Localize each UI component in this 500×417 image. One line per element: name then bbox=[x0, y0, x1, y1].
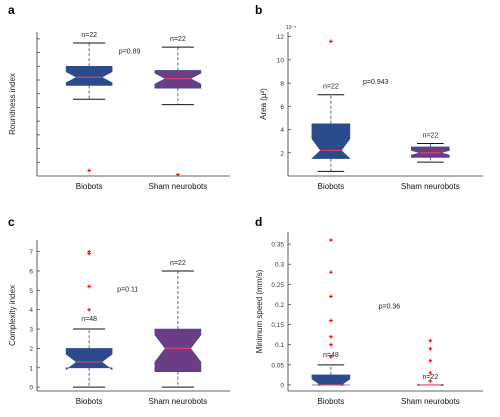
x-category-label: Biobots bbox=[76, 397, 103, 406]
outlier-marker bbox=[329, 354, 333, 359]
outlier-marker bbox=[428, 359, 433, 363]
n-label: n=22 bbox=[422, 374, 438, 381]
outlier-marker bbox=[329, 318, 333, 323]
box-body bbox=[65, 65, 113, 86]
y-tick-label: 0.3 bbox=[275, 262, 284, 269]
x-category-label: Sham neurobots bbox=[401, 182, 460, 191]
box-body bbox=[154, 70, 202, 89]
y-tick-label: 0.05 bbox=[271, 362, 284, 369]
y-tick-label: 6 bbox=[29, 268, 33, 275]
n-label: n=22 bbox=[323, 84, 339, 91]
outlier-marker bbox=[87, 307, 91, 312]
outlier-marker bbox=[329, 334, 333, 339]
box-biobots: n=48 bbox=[311, 238, 351, 386]
x-category-label: Biobots bbox=[76, 182, 103, 191]
outlier-marker bbox=[329, 270, 333, 275]
box-biobots: n=22 bbox=[311, 39, 351, 172]
y-axis-label: Minimum speed (mm/s) bbox=[255, 269, 264, 353]
y-tick-label: 5 bbox=[29, 288, 33, 295]
x-category-label: Biobots bbox=[318, 397, 345, 406]
panel-label: c bbox=[8, 215, 15, 229]
y-exponent-label: 10⁻⁶ bbox=[286, 25, 296, 31]
y-axis-label: Roundness index bbox=[8, 73, 17, 135]
y-tick-label: 0.25 bbox=[271, 282, 284, 289]
y-tick-label: 12 bbox=[277, 34, 285, 41]
y-tick-label: 2 bbox=[29, 346, 33, 353]
y-tick-label: 4 bbox=[280, 127, 284, 134]
box-body bbox=[311, 374, 351, 386]
outlier-marker bbox=[87, 249, 91, 254]
box-sham-neurobots: n=22 bbox=[411, 132, 450, 163]
outlier-marker bbox=[428, 338, 433, 343]
outlier-marker bbox=[87, 284, 91, 289]
p-value-label: p=0.36 bbox=[379, 303, 401, 310]
p-value-label: p=0.943 bbox=[363, 79, 389, 86]
panel-label: d bbox=[255, 215, 262, 229]
y-tick-label: 7 bbox=[29, 249, 33, 256]
box-body bbox=[154, 328, 202, 372]
y-tick-label: 2 bbox=[280, 150, 284, 157]
y-axis-label: Complexity index bbox=[8, 285, 17, 346]
n-label: n=22 bbox=[170, 36, 186, 43]
box-sham-neurobots: n=22 bbox=[154, 260, 202, 388]
n-label: n=22 bbox=[81, 32, 97, 39]
outlier-marker bbox=[428, 346, 433, 351]
box-biobots: n=48 bbox=[65, 249, 113, 388]
y-tick-label: 10 bbox=[277, 57, 285, 64]
n-label: n=22 bbox=[422, 132, 438, 139]
n-label: n=48 bbox=[323, 352, 339, 359]
y-tick-label: 6 bbox=[280, 104, 284, 111]
outlier-marker bbox=[176, 172, 180, 177]
box-sham-neurobots: n=22 bbox=[417, 338, 444, 386]
y-tick-label: 1 bbox=[29, 365, 33, 372]
y-tick-label: 4 bbox=[29, 307, 33, 314]
y-tick-label: 0.35 bbox=[271, 242, 284, 249]
y-tick-label: 0 bbox=[29, 385, 33, 392]
box-body bbox=[311, 123, 351, 159]
outlier-marker bbox=[329, 238, 333, 242]
y-axis-label: Area (μ²) bbox=[259, 88, 268, 120]
panel-label: b bbox=[255, 3, 262, 17]
box-body bbox=[65, 348, 113, 371]
p-value-label: p=0.89 bbox=[119, 49, 141, 56]
y-tick-label: 3 bbox=[29, 327, 33, 334]
n-label: n=22 bbox=[170, 260, 186, 267]
x-category-label: Biobots bbox=[318, 182, 345, 191]
y-tick-label: 0.15 bbox=[271, 322, 284, 329]
outlier-marker bbox=[87, 168, 91, 173]
p-value-label: p=0.11 bbox=[117, 286, 138, 293]
panel-d: d 0 0.05 0.1 0.15 0.2 0.25 0.3 0.35 Minimum speed… bbox=[255, 215, 483, 406]
outlier-marker bbox=[428, 379, 433, 383]
outlier-marker bbox=[329, 342, 333, 347]
x-category-label: Sham neurobots bbox=[149, 182, 208, 191]
box-sham-neurobots: n=22 bbox=[154, 36, 202, 177]
outlier-marker bbox=[329, 39, 333, 44]
box-biobots: n=22 bbox=[65, 32, 113, 173]
outlier-marker bbox=[428, 371, 433, 375]
y-tick-label: 0.1 bbox=[275, 342, 284, 349]
panel-b: b 2 4 6 8 10 12 Area (μ²) 10⁻⁶ n=22 Biobots n=22 Sha… bbox=[255, 3, 483, 191]
y-tick-label: 0.2 bbox=[275, 302, 284, 309]
y-tick-label: 8 bbox=[280, 81, 284, 88]
panel-label: a bbox=[8, 3, 15, 17]
panel-a: a Roundness index n=22 Biobots n=22 Sham neur… bbox=[8, 3, 230, 191]
x-category-label: Sham neurobots bbox=[149, 397, 208, 406]
panel-c: c 0 1 2 3 4 5 6 7 Complexity index n=48 Biobots n=22… bbox=[8, 215, 230, 406]
n-label: n=48 bbox=[81, 316, 97, 323]
outlier-marker bbox=[329, 294, 333, 299]
y-tick-label: 0 bbox=[280, 382, 284, 389]
x-category-label: Sham neurobots bbox=[401, 397, 460, 406]
